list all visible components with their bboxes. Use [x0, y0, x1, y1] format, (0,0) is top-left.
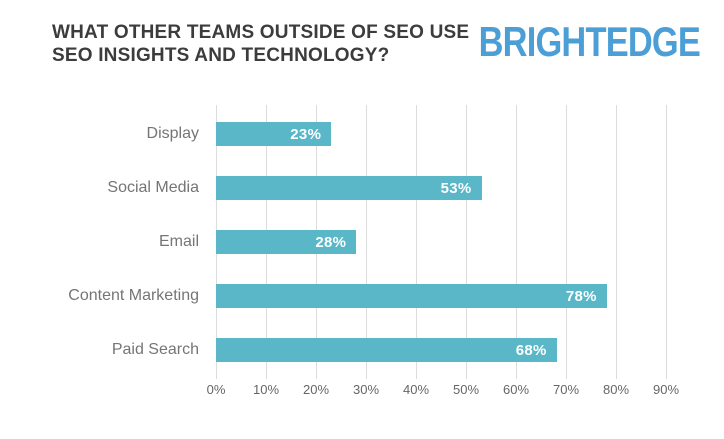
bar: 78%: [216, 284, 607, 308]
x-axis-tick: 40%: [402, 382, 430, 397]
gridline: [416, 105, 417, 379]
category-label: Email: [158, 233, 199, 250]
bar: 23%: [216, 122, 332, 146]
category-label: Content Marketing: [68, 287, 199, 304]
gridline: [666, 105, 667, 379]
bar-row: Email 28%: [0, 215, 724, 269]
bar-value-label: 28%: [315, 233, 347, 251]
x-axis-tick: 70%: [552, 382, 580, 397]
x-axis-tick: 10%: [252, 382, 280, 397]
bar-track: 53%: [216, 176, 724, 200]
bar-row: Paid Search 68%: [0, 323, 724, 377]
x-axis-tick: 60%: [502, 382, 530, 397]
category-label: Paid Search: [111, 341, 199, 358]
bar: 28%: [216, 230, 357, 254]
gridline: [466, 105, 467, 379]
chart-title-line-2: SEO INSIGHTS AND TECHNOLOGY?: [52, 45, 390, 66]
bar-rows: Display 23% Social Media 53% Email 28%: [0, 105, 724, 379]
bar: 53%: [216, 176, 482, 200]
x-axis-tick: 30%: [352, 382, 380, 397]
bar-value-label: 68%: [515, 341, 547, 359]
x-axis-tick: 80%: [602, 382, 630, 397]
bar-row: Display 23%: [0, 107, 724, 161]
chart-title: WHAT OTHER TEAMS OUTSIDE OF SEO USE SEO …: [52, 21, 469, 67]
bar-track: 68%: [216, 338, 724, 362]
x-axis-tick: 90%: [652, 382, 680, 397]
gridline: [566, 105, 567, 379]
bar-value-label: 53%: [440, 179, 472, 197]
bar-track: 28%: [216, 230, 724, 254]
x-axis-tick: 0%: [206, 382, 226, 397]
gridline: [366, 105, 367, 379]
bar-track: 78%: [216, 284, 724, 308]
category-label: Social Media: [107, 179, 199, 196]
bar: 68%: [216, 338, 557, 362]
x-axis-tick: 50%: [452, 382, 480, 397]
category-label: Display: [146, 125, 199, 142]
bar-row: Content Marketing 78%: [0, 269, 724, 323]
gridline: [516, 105, 517, 379]
bar-track: 23%: [216, 122, 724, 146]
chart-title-line-1: WHAT OTHER TEAMS OUTSIDE OF SEO USE: [52, 22, 470, 43]
bar-value-label: 23%: [290, 125, 322, 143]
brightedge-logo: BRIGHTEDGE: [478, 18, 701, 65]
gridline: [616, 105, 617, 379]
bar-value-label: 78%: [565, 287, 597, 305]
x-axis-tick: 20%: [302, 382, 330, 397]
bar-row: Social Media 53%: [0, 161, 724, 215]
x-axis: 0% 10% 20% 30% 40% 50% 60% 70% 80% 90%: [207, 382, 679, 400]
